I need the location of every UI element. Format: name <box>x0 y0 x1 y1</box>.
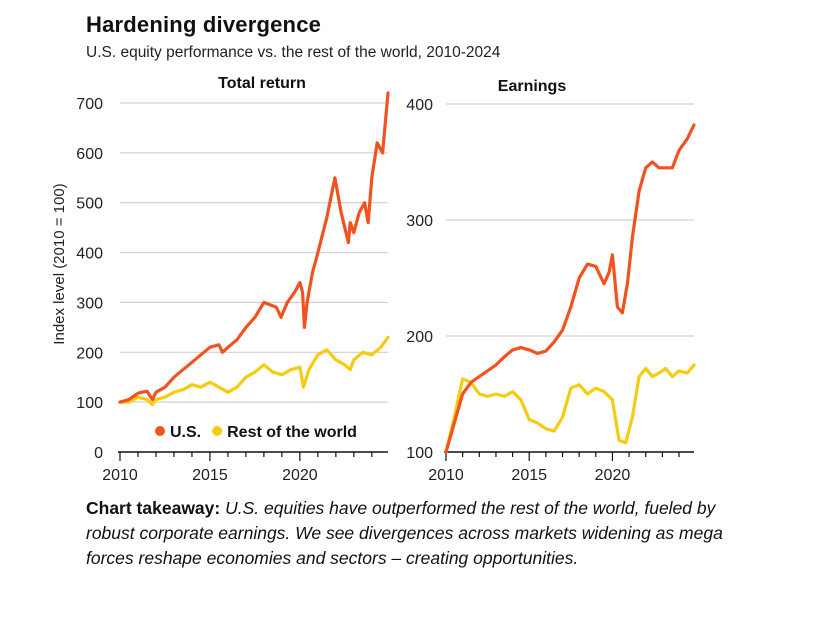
total-return-series-u-s <box>118 91 390 404</box>
total-return-y-tick-label: 700 <box>76 96 103 113</box>
takeaway-body: U.S. equities have outperformed the rest… <box>86 498 723 568</box>
total-return-x-tick-label: 2015 <box>192 467 228 484</box>
y-axis-label: Index level (2010 = 100) <box>51 183 68 344</box>
takeaway-lead: Chart takeaway: <box>86 498 221 518</box>
total-return-y-tick-label: 600 <box>76 146 103 163</box>
earnings-panel: Earnings 100 200 300 400 2010 2015 2020 <box>406 78 696 484</box>
legend-marker-rest-of-the-world <box>212 426 223 436</box>
earnings-x-tick-label: 2020 <box>595 467 631 484</box>
total-return-x-tick-label: 2010 <box>102 467 138 484</box>
total-return-y-tick-label: 100 <box>76 395 103 412</box>
chart-title: Hardening divergence <box>86 12 322 37</box>
total-return-y-tick-label: 400 <box>76 246 103 263</box>
earnings-y-tick-label: 400 <box>406 97 433 114</box>
earnings-y-tick-label: 300 <box>406 213 433 230</box>
earnings-title: Earnings <box>498 78 567 95</box>
earnings-x-tick-label: 2015 <box>511 467 547 484</box>
earnings-series-u-s <box>444 123 696 454</box>
chart-subtitle: U.S. equity performance vs. the rest of … <box>86 44 501 61</box>
earnings-x-tick-label: 2010 <box>428 467 464 484</box>
earnings-series-rest-of-the-world <box>444 363 696 454</box>
legend-label-rest-of-the-world: Rest of the world <box>227 424 357 441</box>
total-return-y-tick-label: 0 <box>94 445 103 462</box>
total-return-series-rest-of-the-world <box>118 335 390 407</box>
earnings-y-tick-label: 200 <box>406 329 433 346</box>
earnings-y-tick-label: 100 <box>406 445 433 462</box>
total-return-x-tick-label: 2020 <box>282 467 318 484</box>
total-return-y-tick-label: 200 <box>76 345 103 362</box>
chart-takeaway: Chart takeaway: U.S. equities have outpe… <box>86 496 726 571</box>
legend-marker-u-s <box>155 426 165 436</box>
legend-label-u-s: U.S. <box>170 424 201 441</box>
total-return-title: Total return <box>218 75 306 92</box>
total-return-y-tick-label: 300 <box>76 295 103 312</box>
total-return-panel: Total return 0 100 200 300 400 500 600 700 2010 20… <box>76 75 390 484</box>
total-return-y-tick-label: 500 <box>76 196 103 213</box>
